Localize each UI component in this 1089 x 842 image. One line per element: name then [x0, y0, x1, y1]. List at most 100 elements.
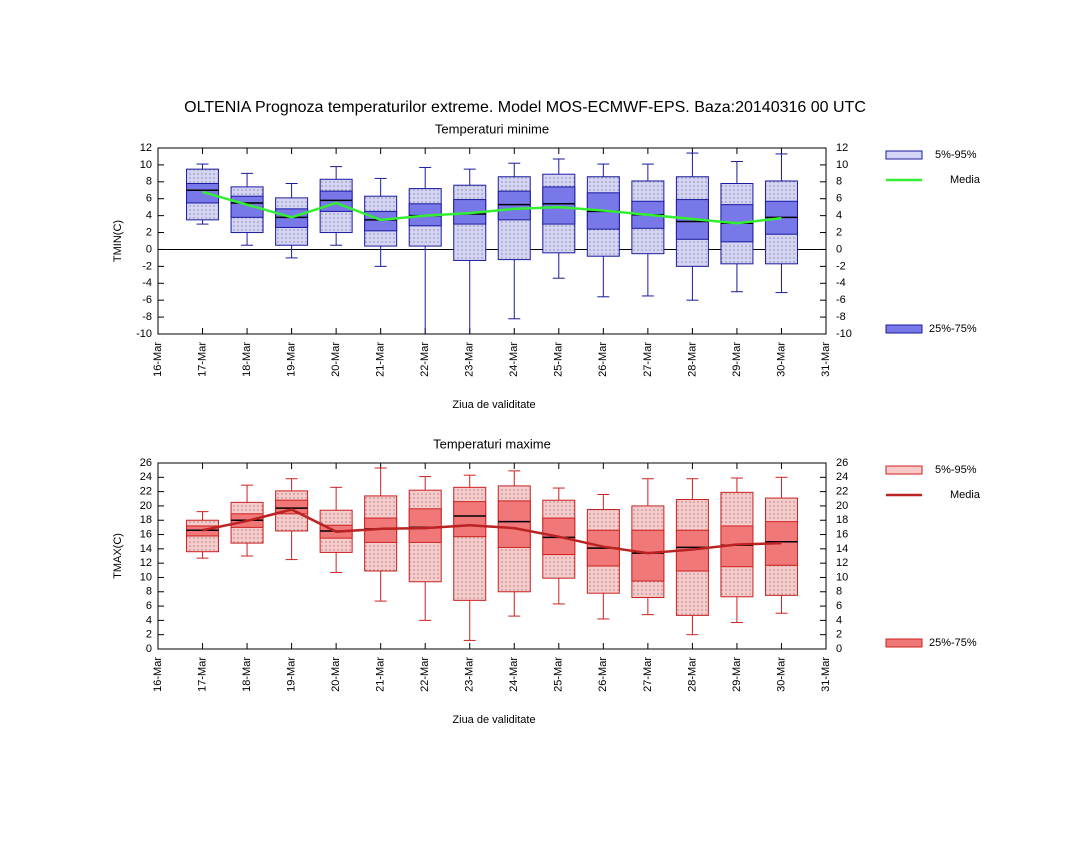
y2-tick-label: 4 — [836, 614, 842, 626]
y-tick-label: 16 — [140, 528, 152, 540]
x-tick-label: 31-Mar — [820, 657, 832, 692]
y2-tick-label: -8 — [836, 311, 846, 323]
y-tick-label: 12 — [140, 557, 152, 569]
legend-swatch — [885, 324, 923, 334]
y-tick-label: 8 — [146, 586, 152, 598]
x-tick-label: 24-Mar — [508, 342, 520, 377]
y-tick-label: 24 — [140, 471, 152, 483]
y-tick-label: -2 — [142, 260, 152, 272]
page-title: OLTENIA Prognoza temperaturilor extreme.… — [184, 99, 866, 116]
y-tick-label: 6 — [146, 193, 152, 205]
y2-tick-label: -2 — [836, 260, 846, 272]
y2-tick-label: 22 — [836, 486, 848, 498]
y2-tick-label: 8 — [836, 586, 842, 598]
y-tick-label: 2 — [146, 629, 152, 641]
box-25-75 — [453, 501, 487, 538]
y2-tick-label: 8 — [836, 176, 842, 188]
legend-swatch — [885, 638, 923, 648]
x-tick-label: 26-Mar — [597, 342, 609, 377]
x-tick-label: 17-Mar — [196, 342, 208, 377]
y2-tick-label: 2 — [836, 226, 842, 238]
y2-tick-label: 26 — [836, 457, 848, 469]
y2-tick-label: 12 — [836, 142, 848, 154]
legend-label: 5%-95% — [935, 464, 977, 476]
x-tick-label: 29-Mar — [731, 342, 743, 377]
x-tick-label: 27-Mar — [642, 342, 654, 377]
y-axis-label: TMAX(C) — [112, 533, 124, 579]
y-tick-label: -10 — [136, 328, 152, 340]
y-tick-label: 12 — [140, 142, 152, 154]
box-25-75 — [542, 186, 576, 225]
y2-tick-label: -4 — [836, 277, 846, 289]
x-tick-label: 22-Mar — [419, 342, 431, 377]
x-tick-label: 19-Mar — [286, 342, 298, 377]
y2-tick-label: -6 — [836, 294, 846, 306]
y2-tick-label: 20 — [836, 500, 848, 512]
x-tick-label: 18-Mar — [241, 342, 253, 377]
legend-label: Media — [950, 174, 981, 186]
y2-tick-label: 16 — [836, 528, 848, 540]
y-tick-label: 10 — [140, 159, 152, 171]
y2-tick-label: -10 — [836, 328, 852, 340]
y-tick-label: 8 — [146, 176, 152, 188]
y2-tick-label: 0 — [836, 643, 842, 655]
y-tick-label: -4 — [142, 277, 152, 289]
y-tick-label: 2 — [146, 226, 152, 238]
subtitle: Temperaturi maxime — [433, 436, 551, 451]
x-tick-label: 25-Mar — [553, 657, 565, 692]
x-tick-label: 21-Mar — [375, 657, 387, 692]
y2-tick-label: 2 — [836, 629, 842, 641]
x-tick-label: 21-Mar — [375, 342, 387, 377]
x-tick-label: 28-Mar — [686, 657, 698, 692]
x-tick-label: 27-Mar — [642, 657, 654, 692]
x-tick-label: 29-Mar — [731, 657, 743, 692]
y-tick-label: 10 — [140, 571, 152, 583]
y2-tick-label: 18 — [836, 514, 848, 526]
x-tick-label: 23-Mar — [464, 342, 476, 377]
legend-label: 25%-75% — [929, 323, 977, 335]
x-tick-label: 20-Mar — [330, 342, 342, 377]
plot-frame — [157, 462, 827, 650]
x-tick-label: 20-Mar — [330, 657, 342, 692]
y-tick-label: -8 — [142, 311, 152, 323]
y2-tick-label: 0 — [836, 243, 842, 255]
x-axis-label: Ziua de validitate — [452, 714, 535, 726]
y-tick-label: 20 — [140, 500, 152, 512]
box-25-75 — [497, 500, 531, 548]
y2-tick-label: 10 — [836, 159, 848, 171]
x-tick-label: 30-Mar — [775, 657, 787, 692]
y2-tick-label: 6 — [836, 600, 842, 612]
plot-frame — [157, 147, 827, 335]
y2-tick-label: 12 — [836, 557, 848, 569]
x-tick-label: 19-Mar — [286, 657, 298, 692]
x-axis-label: Ziua de validitate — [452, 399, 535, 411]
legend-swatch — [885, 150, 923, 160]
y-tick-label: 14 — [140, 543, 152, 555]
x-tick-label: 28-Mar — [686, 342, 698, 377]
mean-line — [202, 508, 782, 555]
box-25-75 — [497, 190, 531, 221]
y2-tick-label: 4 — [836, 210, 842, 222]
box-25-75 — [631, 529, 665, 582]
y2-tick-label: 14 — [836, 543, 848, 555]
x-tick-label: 16-Mar — [152, 657, 164, 692]
x-tick-label: 18-Mar — [241, 657, 253, 692]
x-tick-label: 23-Mar — [464, 657, 476, 692]
legend-label: Media — [950, 489, 981, 501]
x-tick-label: 17-Mar — [196, 657, 208, 692]
y-tick-label: 18 — [140, 514, 152, 526]
subtitle: Temperaturi minime — [435, 121, 549, 136]
y2-tick-label: 6 — [836, 193, 842, 205]
mean-line — [202, 190, 782, 225]
legend-label: 25%-75% — [929, 637, 977, 649]
x-tick-label: 24-Mar — [508, 657, 520, 692]
y-axis-label: TMIN(C) — [112, 220, 124, 262]
x-tick-label: 30-Mar — [775, 342, 787, 377]
y-tick-label: -6 — [142, 294, 152, 306]
legend-label: 5%-95% — [935, 149, 977, 161]
y-tick-label: 22 — [140, 486, 152, 498]
y2-tick-label: 24 — [836, 471, 848, 483]
x-tick-label: 16-Mar — [152, 342, 164, 377]
y-tick-label: 6 — [146, 600, 152, 612]
